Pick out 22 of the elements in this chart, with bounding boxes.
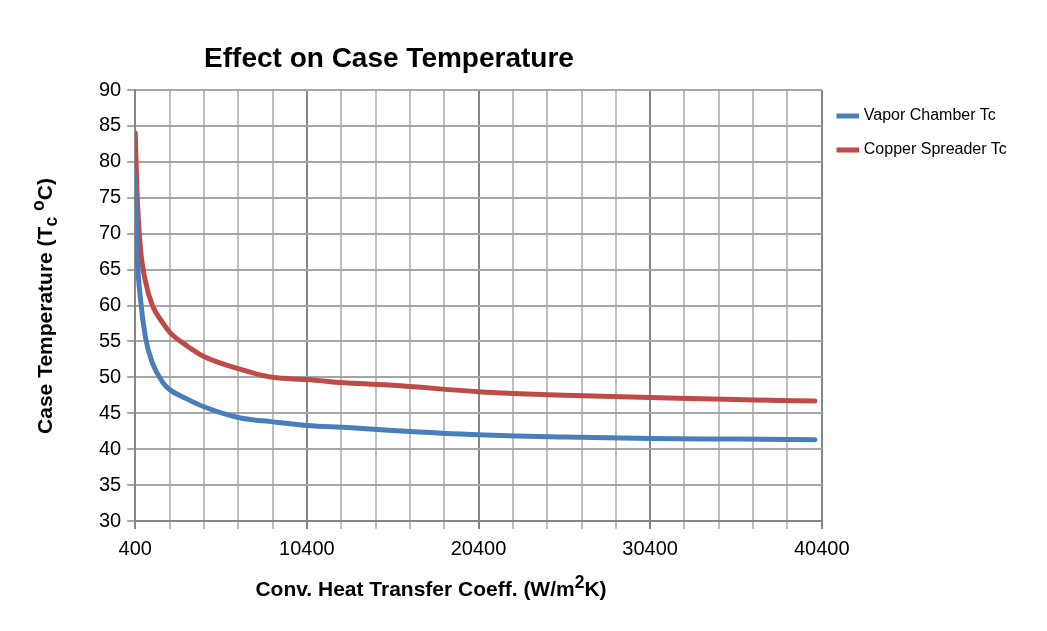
y-tick-label: 70 [99,221,122,244]
x-tick-label: 400 [118,536,152,559]
y-tick-label: 35 [99,472,122,495]
y-tick-label: 90 [99,77,122,100]
y-tick-label: 30 [99,508,122,531]
y-tick-label: 80 [99,149,122,172]
y-tick-label: 60 [99,293,122,316]
y-tick-label: 45 [99,400,122,423]
y-tick-label: 50 [99,364,122,387]
x-axis-title: Conv. Heat Transfer Coeff. (W/m$^{2}$K) [255,572,607,601]
y-tick-label: 55 [99,328,122,351]
y-tick-label: 65 [99,257,122,280]
chart-title: Effect on Case Temperature [204,42,574,74]
y-tick-label: 75 [99,185,122,208]
y-tick-label: 40 [99,436,122,459]
legend-label: Copper Spreader Tc [863,140,1007,158]
x-tick-label: 40400 [794,536,850,559]
x-tick-label: 20400 [450,536,507,559]
y-tick-label: 85 [99,113,122,136]
x-tick-label: 30400 [622,536,678,559]
legend-label: Vapor Chamber Tc [863,106,996,124]
x-tick-label: 10400 [279,536,335,559]
